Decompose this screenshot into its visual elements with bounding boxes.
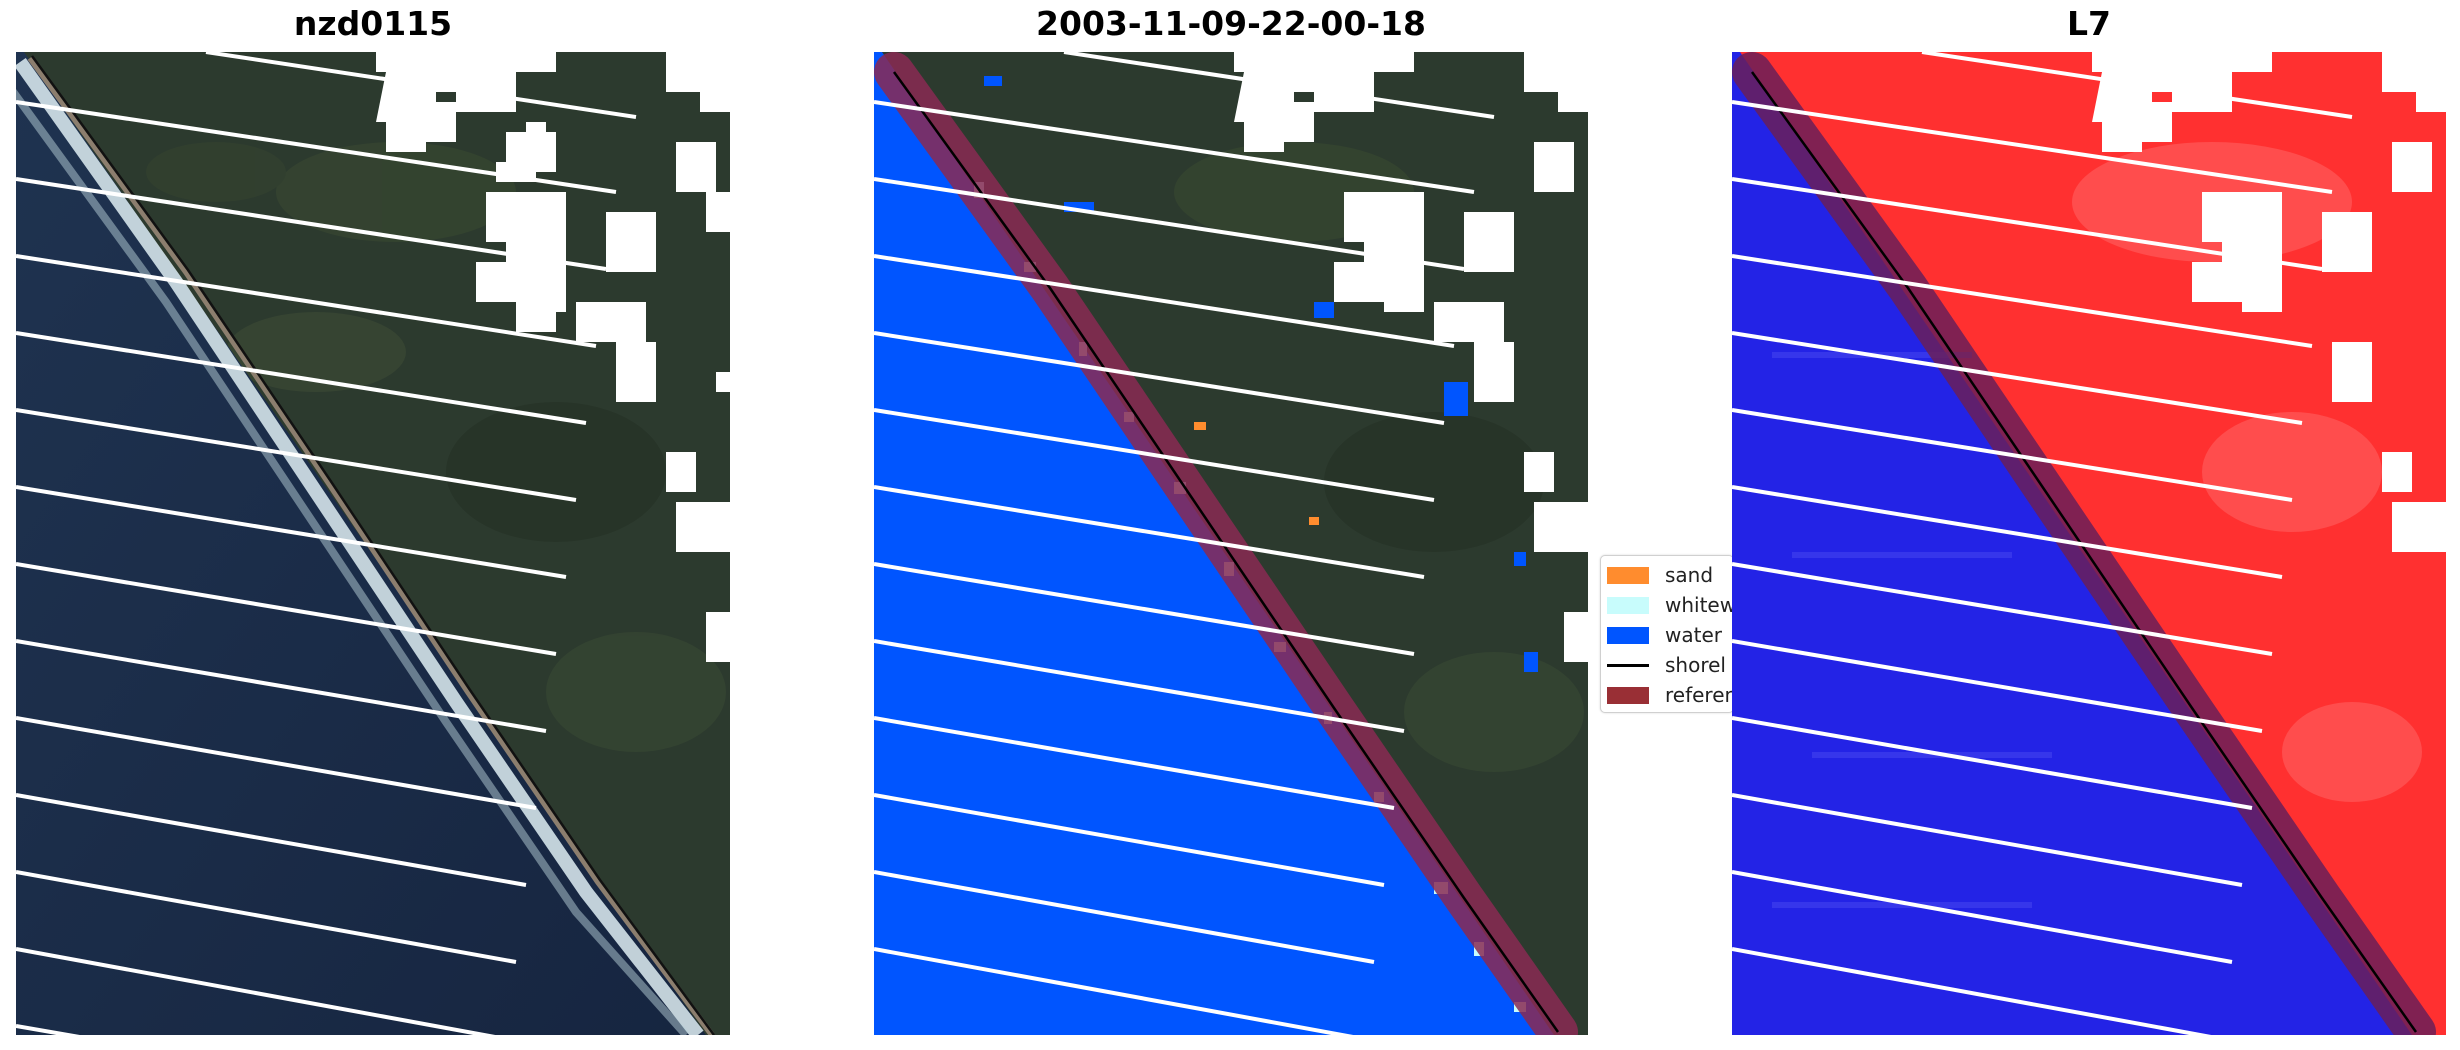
surf-zone	[16, 57, 704, 1035]
panel-title-index: L7	[2067, 4, 2111, 43]
rgb-image-panel	[16, 52, 730, 1035]
rgb-satellite-image	[16, 52, 730, 1035]
beach	[27, 56, 715, 1035]
scan-line-gaps	[874, 52, 1495, 1035]
scan-line-gaps	[1732, 52, 2353, 1035]
inland-water	[984, 76, 1538, 672]
l7-index-image	[1732, 52, 2446, 1035]
water-swatch	[1607, 626, 1649, 644]
whitewater-swatch	[1607, 596, 1649, 614]
legend-label-shoreline: shorel	[1665, 653, 1726, 677]
legend-item-shoreline: shorel	[1607, 652, 1733, 678]
classified-image	[874, 52, 1588, 1035]
shoreline-overlay	[30, 55, 716, 1035]
panel-title-classified: 2003-11-09-22-00-18	[1036, 4, 1426, 43]
shoreline-swatch	[1607, 663, 1649, 667]
sand-class	[1194, 422, 1319, 525]
shoreline-line	[892, 71, 1560, 1033]
cloud-mask	[2092, 52, 2446, 552]
legend-item-sand: sand	[1607, 562, 1733, 588]
legend-item-reference: referen	[1607, 682, 1737, 708]
reference-swatch	[1607, 686, 1649, 704]
legend-item-whitewater: whitew	[1607, 592, 1737, 618]
panel-title-rgb: nzd0115	[293, 4, 453, 43]
cloud-mask	[376, 52, 730, 662]
legend-item-water: water	[1607, 622, 1733, 648]
scan-line-gaps	[16, 52, 637, 1035]
land-texture	[146, 142, 726, 752]
legend-label-reference: referen	[1665, 683, 1738, 707]
shoreline-line	[1750, 71, 2418, 1033]
legend-label-sand: sand	[1665, 563, 1714, 587]
sand-swatch	[1607, 566, 1649, 584]
classified-image-panel	[874, 52, 1588, 1035]
legend-label-whitewater: whitew	[1665, 593, 1737, 617]
index-image-panel	[1732, 52, 2446, 1035]
legend-label-water: water	[1665, 623, 1722, 647]
class-legend: sand whitew water shorel referen	[1600, 555, 1737, 713]
cloud-mask	[1234, 52, 1588, 662]
